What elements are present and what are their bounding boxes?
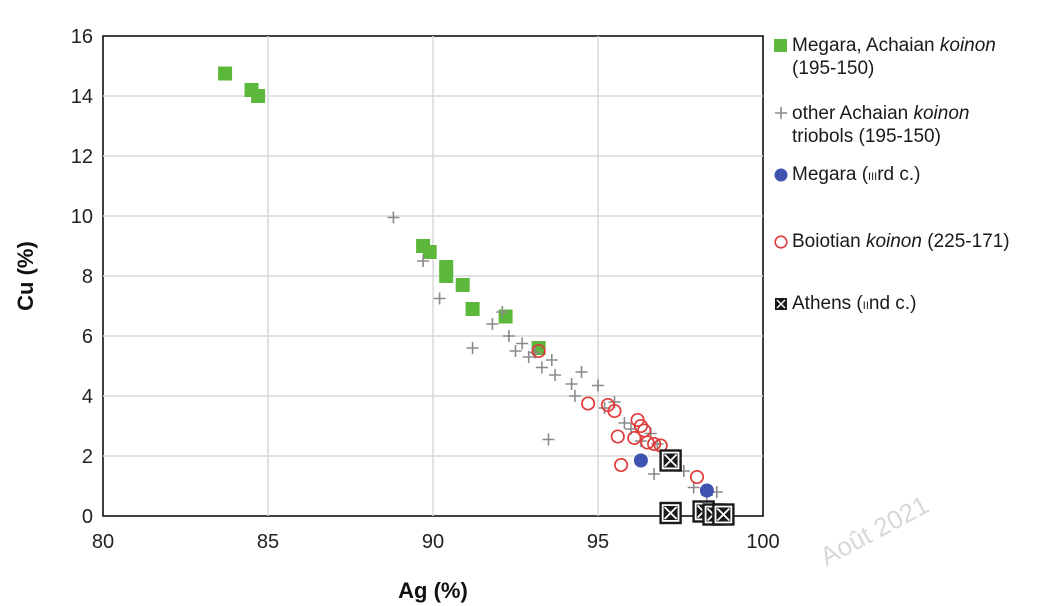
blue-circle-icon [772, 163, 790, 186]
legend-label-text: other Achaian [792, 103, 914, 124]
data-point [549, 369, 562, 381]
data-point [455, 278, 470, 292]
data-point [218, 66, 233, 81]
y-tick-label: 14 [71, 86, 93, 108]
data-point [640, 435, 655, 450]
x-axis-ticks: 80 85 90 95 100 [92, 531, 780, 553]
legend-item-boiotian: Boiotian koinon (225-171) [770, 230, 1010, 253]
legend-label-italic: koinon [865, 231, 922, 252]
data-points [218, 66, 735, 526]
data-point [502, 330, 515, 342]
data-point [659, 501, 682, 525]
data-point [522, 351, 535, 363]
legend-label-smallcaps: ii [862, 296, 869, 313]
legend-label-text: Athens ( [792, 293, 863, 314]
data-point [439, 269, 454, 283]
data-point [433, 292, 446, 305]
legend-label-italic: koinon [939, 35, 996, 56]
x-tick-label: 100 [746, 531, 779, 553]
legend-item-athens: Athens (iind c.) [770, 292, 916, 316]
y-tick-label: 10 [71, 206, 93, 228]
y-tick-label: 12 [71, 146, 93, 168]
green-square-icon [772, 34, 790, 57]
legend-item-megara-iiird: Megara (iiird c.) [770, 163, 920, 187]
y-tick-label: 16 [71, 26, 93, 48]
data-point [509, 345, 522, 357]
legend-label-text: Boiotian [792, 231, 866, 252]
data-point [647, 436, 662, 452]
data-point [535, 361, 548, 374]
legend-item-megara-achaian: Megara, Achaian koinon (195-150) [770, 34, 996, 80]
data-point [633, 418, 648, 434]
data-point [712, 503, 735, 526]
data-point [422, 245, 437, 259]
data-point [496, 306, 509, 318]
y-tick-label: 6 [82, 326, 93, 348]
data-point [659, 449, 682, 472]
data-point [614, 457, 629, 473]
y-axis-title: Cu (%) [13, 241, 38, 311]
legend-label-text: Megara, Achaian [792, 35, 940, 56]
open-circle-icon [772, 230, 790, 253]
data-point [542, 433, 555, 446]
data-point [699, 483, 714, 498]
data-point [531, 343, 546, 359]
data-point [465, 302, 480, 316]
data-point [568, 390, 581, 402]
y-tick-label: 4 [82, 386, 93, 408]
x-tick-label: 95 [587, 531, 609, 553]
x-tick-label: 85 [257, 531, 279, 553]
gridlines [103, 36, 763, 516]
legend-label-text: Megara ( [792, 164, 869, 185]
legend-item-other-achaian: other Achaian koinon triobols (195-150) [770, 102, 969, 148]
x-tick-label: 90 [422, 531, 444, 553]
data-point [581, 396, 596, 411]
data-point [516, 337, 529, 350]
y-axis-ticks: 0 2 4 6 8 10 12 14 16 [71, 26, 93, 528]
data-point [627, 430, 642, 446]
data-point [633, 453, 648, 468]
data-point [417, 255, 430, 267]
legend-label-text: rd c.) [877, 164, 921, 185]
data-point [648, 468, 661, 480]
data-point [689, 469, 705, 485]
data-point [387, 211, 400, 224]
data-point [592, 379, 604, 392]
data-point [466, 342, 479, 354]
x-tick-label: 80 [92, 531, 114, 553]
y-tick-label: 0 [82, 506, 93, 528]
data-point [687, 481, 700, 494]
legend-label-text: triobols (195-150) [792, 126, 941, 147]
data-point [251, 89, 266, 103]
data-point [545, 354, 558, 366]
data-point [607, 403, 622, 419]
data-point [618, 417, 631, 429]
data-point [610, 429, 625, 444]
y-tick-label: 8 [82, 266, 93, 288]
x-axis-title: Ag (%) [398, 578, 468, 603]
crossed-square-icon [772, 292, 790, 315]
legend-label-text: (225-171) [921, 231, 1010, 252]
data-point [486, 318, 499, 330]
y-tick-label: 2 [82, 446, 93, 468]
legend-label-text: nd c.) [868, 293, 917, 314]
data-point [565, 378, 578, 390]
legend-label-italic: koinon [913, 103, 970, 124]
data-point [575, 366, 588, 378]
plus-icon [772, 102, 790, 125]
legend-label-smallcaps: iii [868, 167, 878, 184]
legend-label-text: (195-150) [792, 58, 875, 79]
